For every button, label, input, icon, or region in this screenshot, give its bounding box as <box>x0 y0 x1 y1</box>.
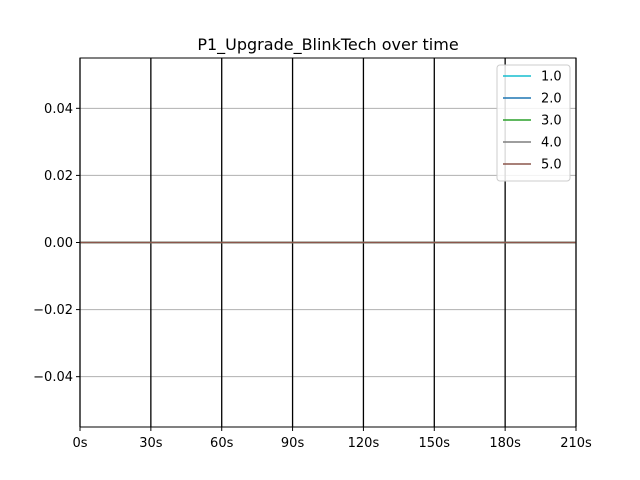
y-tick-label: −0.02 <box>33 303 73 318</box>
y-tick-label: −0.04 <box>33 370 73 385</box>
x-tick-label: 0s <box>72 436 87 451</box>
x-tick-label: 30s <box>139 436 163 451</box>
y-tick-label: 0.04 <box>44 102 73 117</box>
y-axis: −0.04 −0.02 0.00 0.02 0.04 <box>33 102 80 385</box>
x-tick-label: 150s <box>418 436 450 451</box>
x-tick-label: 60s <box>210 436 234 451</box>
x-tick-label: 120s <box>348 436 380 451</box>
legend-label: 4.0 <box>541 136 562 151</box>
x-tick-label: 210s <box>560 436 592 451</box>
legend-box <box>496 64 571 182</box>
x-tick-label: 90s <box>281 436 305 451</box>
legend: 1.0 2.0 3.0 4.0 5.0 <box>496 64 571 182</box>
x-tick-label: 180s <box>489 436 521 451</box>
legend-label: 3.0 <box>541 114 562 129</box>
x-axis: 0s 30s 60s 90s 120s 150s 180s 210s <box>72 427 592 451</box>
legend-label: 1.0 <box>541 70 562 85</box>
legend-label: 2.0 <box>541 92 562 107</box>
y-tick-label: 0.00 <box>44 236 73 251</box>
legend-label: 5.0 <box>541 158 562 173</box>
y-tick-label: 0.02 <box>44 169 73 184</box>
chart-title: P1_Upgrade_BlinkTech over time <box>197 35 458 55</box>
